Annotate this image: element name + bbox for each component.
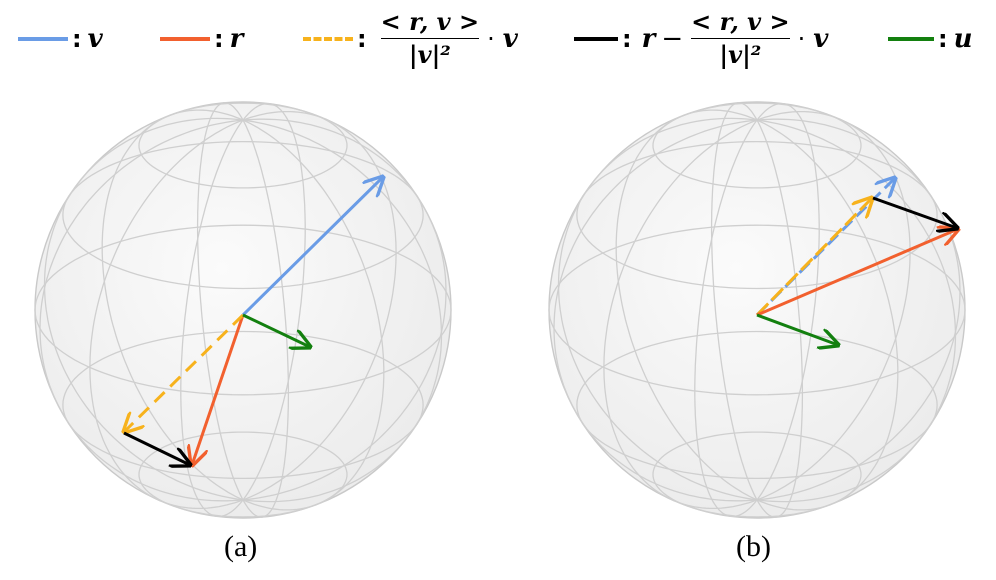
vector-projection <box>755 198 872 317</box>
legend-orthogonal-fraction: < r, v > |v|² <box>691 7 790 69</box>
legend-colon: : <box>357 24 367 53</box>
legend-swatch-u <box>888 37 934 41</box>
vector-r <box>756 229 958 317</box>
fraction-denominator: |v|² <box>408 40 451 69</box>
longitude-line <box>242 110 397 501</box>
vector-orthogonal <box>123 431 190 465</box>
latitude-line <box>34 224 452 396</box>
legend-orthogonal-lead: r <box>641 23 656 54</box>
fraction-numerator: < r, v > <box>380 7 480 36</box>
vector-r <box>192 314 245 465</box>
caption-b: (b) <box>736 530 771 563</box>
fraction-denominator: |v|² <box>719 40 762 69</box>
vector-orthogonal <box>872 196 957 228</box>
longitude-line <box>756 102 820 501</box>
legend-item-u: : u <box>888 24 973 54</box>
latitude-line <box>576 140 938 290</box>
sphere-b <box>548 101 966 519</box>
legend-swatch-projection <box>303 36 353 41</box>
legend-swatch-v <box>18 37 68 41</box>
latitude-line <box>138 102 348 189</box>
longitude-line <box>603 119 758 510</box>
minus-operator: − <box>661 23 684 54</box>
legend-item-orthogonal: : r − < r, v > |v|² · v <box>574 8 828 69</box>
longitude-line <box>694 119 758 518</box>
latitude-line <box>548 224 966 396</box>
legend-label-u: u <box>953 24 973 54</box>
longitude-line <box>196 102 244 501</box>
legend-item-v: : v <box>18 24 103 54</box>
legend-colon: : <box>214 25 224 53</box>
latitude-line <box>62 330 424 480</box>
fraction-bar <box>380 38 480 39</box>
longitude-line <box>756 119 957 503</box>
dot-operator: · <box>487 24 495 53</box>
dot-operator: · <box>797 24 806 53</box>
longitude-line <box>89 119 244 510</box>
vector-u <box>756 313 838 345</box>
longitude-line <box>710 102 758 501</box>
longitude-line <box>242 102 306 501</box>
longitude-line <box>101 109 244 501</box>
longitude-line <box>553 119 758 502</box>
legend-orthogonal-factor: v <box>813 23 829 54</box>
legend-colon: : <box>622 24 632 53</box>
longitude-line <box>242 119 385 511</box>
vector-v <box>241 177 383 317</box>
sphere-a <box>34 101 452 519</box>
vector-projection <box>124 313 245 432</box>
legend-projection-factor: v <box>502 23 518 54</box>
longitude-line <box>557 117 758 501</box>
longitude-line <box>615 109 758 501</box>
latitude-line <box>652 102 862 189</box>
fraction-numerator: < r, v > <box>691 7 790 36</box>
latitude-line <box>62 140 424 290</box>
latitude-line <box>576 330 938 480</box>
longitude-line <box>43 117 244 501</box>
legend-colon: : <box>938 25 948 53</box>
longitude-line <box>756 119 804 518</box>
longitude-line <box>756 110 911 501</box>
longitude-line <box>242 118 447 501</box>
legend-label-v: v <box>87 24 103 54</box>
legend-item-r: : r <box>160 24 243 54</box>
longitude-line <box>242 119 290 518</box>
legend-label-r: r <box>229 24 244 54</box>
panel-a-vectors <box>124 177 383 465</box>
longitude-line <box>242 119 443 503</box>
legend-colon: : <box>72 25 82 53</box>
longitude-line <box>756 119 899 511</box>
longitude-line <box>756 118 961 501</box>
caption-a: (a) <box>224 530 258 563</box>
panel-b-vectors <box>755 178 958 345</box>
legend-projection-fraction: < r, v > |v|² <box>380 7 480 69</box>
fraction-bar <box>691 38 790 39</box>
legend-item-projection: : < r, v > |v|² · v <box>303 8 518 69</box>
vector-u <box>242 313 310 347</box>
longitude-line <box>39 119 244 502</box>
legend-swatch-r <box>160 37 210 41</box>
longitude-line <box>180 119 244 518</box>
legend-swatch-orthogonal <box>574 36 618 41</box>
